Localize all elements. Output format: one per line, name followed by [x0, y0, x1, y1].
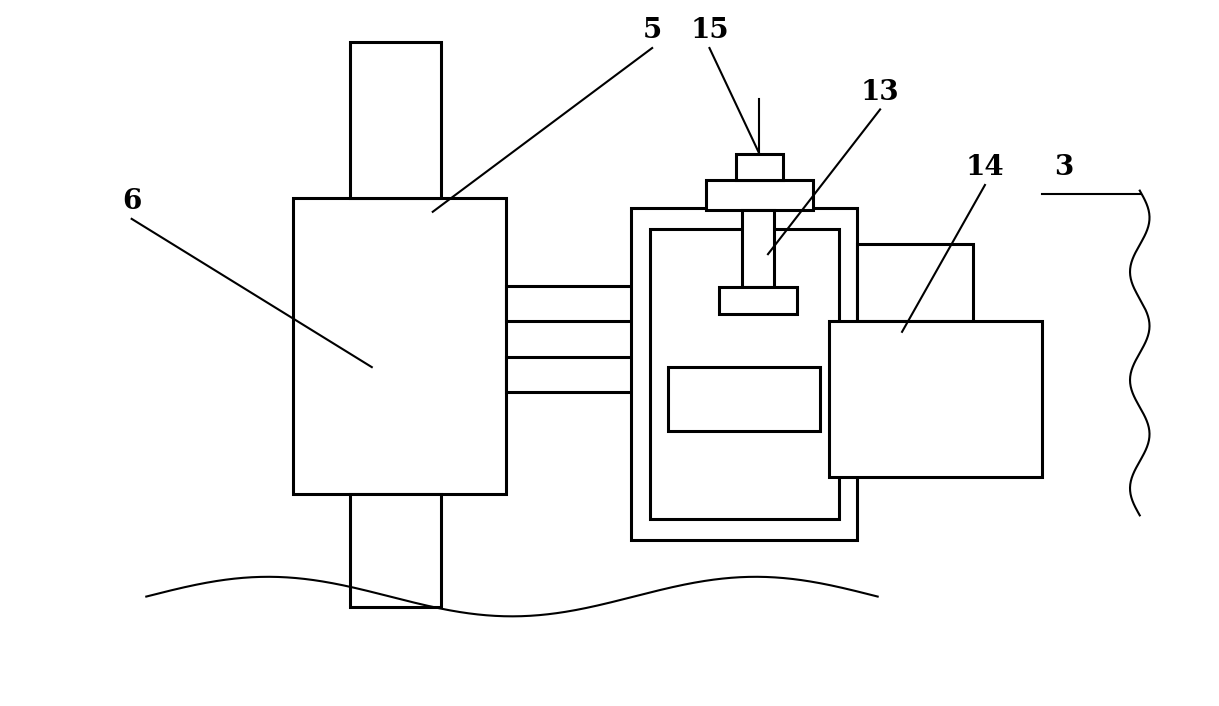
Bar: [706, 180, 813, 210]
Bar: [631, 208, 857, 540]
Bar: [668, 367, 820, 431]
Bar: [350, 42, 441, 198]
Bar: [506, 286, 634, 321]
Bar: [719, 287, 797, 314]
Bar: [742, 210, 774, 287]
Bar: [857, 244, 973, 321]
Text: 14: 14: [965, 155, 1004, 181]
Text: 3: 3: [1054, 155, 1074, 181]
Bar: [829, 321, 1042, 477]
Bar: [350, 494, 441, 607]
Text: 15: 15: [690, 18, 729, 44]
Bar: [650, 229, 839, 519]
Text: 13: 13: [861, 79, 900, 106]
Text: 5: 5: [642, 18, 662, 44]
Bar: [293, 198, 506, 494]
Text: 6: 6: [122, 189, 141, 215]
Bar: [736, 154, 783, 180]
Bar: [506, 357, 634, 392]
